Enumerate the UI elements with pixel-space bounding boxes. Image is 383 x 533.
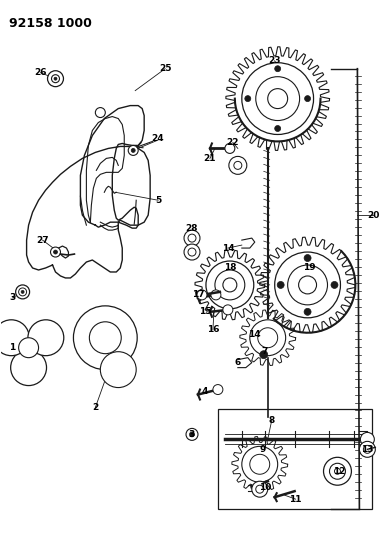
Circle shape xyxy=(215,270,245,300)
Text: 2: 2 xyxy=(92,403,98,412)
Circle shape xyxy=(206,261,254,309)
Circle shape xyxy=(252,481,268,497)
Circle shape xyxy=(275,66,281,72)
Circle shape xyxy=(275,125,281,132)
Circle shape xyxy=(184,244,200,260)
Circle shape xyxy=(331,281,338,288)
Text: 20: 20 xyxy=(367,211,380,220)
Circle shape xyxy=(245,95,251,102)
Text: 11: 11 xyxy=(290,495,302,504)
Circle shape xyxy=(299,276,316,294)
Circle shape xyxy=(21,290,24,293)
Circle shape xyxy=(256,77,300,120)
Text: 14: 14 xyxy=(249,330,261,339)
Circle shape xyxy=(190,432,195,437)
Circle shape xyxy=(329,463,345,479)
Text: 13: 13 xyxy=(361,445,373,454)
Circle shape xyxy=(131,148,135,152)
Text: 16: 16 xyxy=(207,325,219,334)
Text: 6: 6 xyxy=(235,358,241,367)
Circle shape xyxy=(188,248,196,256)
Circle shape xyxy=(51,75,59,83)
Text: 12: 12 xyxy=(333,467,346,476)
Circle shape xyxy=(258,328,278,348)
Circle shape xyxy=(11,350,46,385)
Text: 8: 8 xyxy=(268,416,275,425)
Text: 26: 26 xyxy=(34,68,47,77)
Circle shape xyxy=(128,146,138,156)
Circle shape xyxy=(19,338,39,358)
Circle shape xyxy=(100,352,136,387)
Bar xyxy=(218,409,372,509)
Circle shape xyxy=(211,290,221,300)
Text: 27: 27 xyxy=(36,236,49,245)
Circle shape xyxy=(229,156,247,174)
Circle shape xyxy=(0,320,29,356)
Circle shape xyxy=(324,457,352,485)
Text: 7: 7 xyxy=(262,347,268,356)
Circle shape xyxy=(256,485,264,493)
Circle shape xyxy=(89,322,121,354)
Text: 18: 18 xyxy=(224,263,236,272)
Circle shape xyxy=(223,278,237,292)
Text: 3: 3 xyxy=(10,293,16,302)
Text: 9: 9 xyxy=(260,445,266,454)
Text: 10: 10 xyxy=(259,483,271,492)
Circle shape xyxy=(28,320,64,356)
Circle shape xyxy=(242,63,314,134)
Circle shape xyxy=(304,255,311,262)
Circle shape xyxy=(184,230,200,246)
Text: 3: 3 xyxy=(189,430,195,439)
Circle shape xyxy=(250,320,286,356)
Text: 92158 1000: 92158 1000 xyxy=(9,17,92,30)
Circle shape xyxy=(334,469,340,474)
Circle shape xyxy=(359,441,375,457)
Text: 23: 23 xyxy=(268,56,281,65)
Circle shape xyxy=(242,446,278,482)
Circle shape xyxy=(213,385,223,394)
Circle shape xyxy=(188,234,196,242)
Text: 25: 25 xyxy=(159,64,171,73)
Circle shape xyxy=(51,247,61,257)
Text: 4: 4 xyxy=(202,387,208,396)
Circle shape xyxy=(268,88,288,109)
Circle shape xyxy=(47,71,64,87)
Circle shape xyxy=(186,429,198,440)
Circle shape xyxy=(225,143,235,154)
Circle shape xyxy=(16,285,29,299)
Circle shape xyxy=(304,309,311,316)
Text: 17: 17 xyxy=(192,290,204,300)
Text: 1: 1 xyxy=(10,343,16,352)
Circle shape xyxy=(363,446,372,454)
Text: 28: 28 xyxy=(186,224,198,232)
Text: 22: 22 xyxy=(227,138,239,147)
Circle shape xyxy=(223,305,233,315)
Text: 15: 15 xyxy=(199,308,211,316)
Circle shape xyxy=(360,432,374,446)
Circle shape xyxy=(234,161,242,169)
Circle shape xyxy=(74,306,137,369)
Circle shape xyxy=(54,77,57,80)
Circle shape xyxy=(288,265,327,305)
Circle shape xyxy=(260,351,268,359)
Text: 5: 5 xyxy=(155,196,161,205)
Circle shape xyxy=(277,281,284,288)
Circle shape xyxy=(19,288,26,296)
Circle shape xyxy=(197,290,207,300)
Circle shape xyxy=(54,250,57,254)
Circle shape xyxy=(304,95,311,102)
Circle shape xyxy=(250,454,270,474)
Circle shape xyxy=(95,108,105,118)
Text: 24: 24 xyxy=(151,134,164,143)
Text: 14: 14 xyxy=(221,244,234,253)
Circle shape xyxy=(275,252,340,318)
Text: 19: 19 xyxy=(303,263,316,272)
Text: 21: 21 xyxy=(204,154,216,163)
